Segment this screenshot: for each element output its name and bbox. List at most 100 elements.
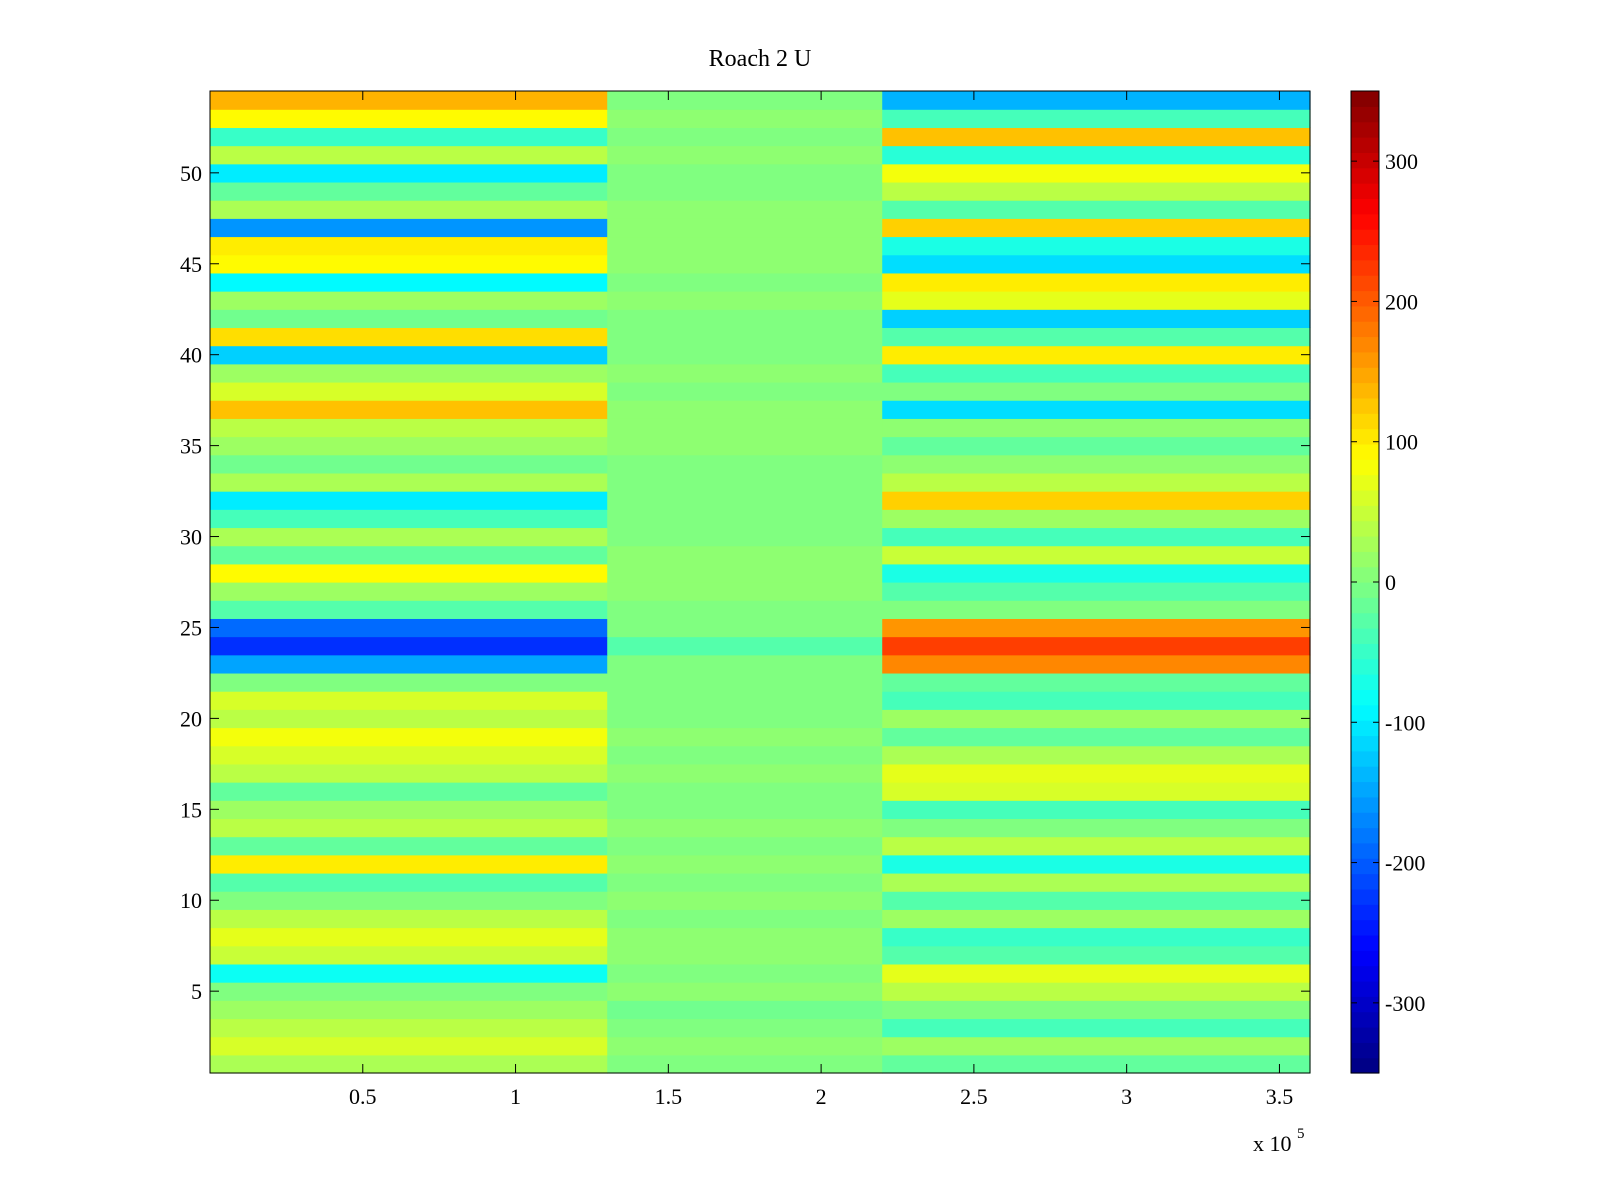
heatmap-cell bbox=[607, 1054, 883, 1074]
heatmap-cell bbox=[882, 545, 1311, 565]
heatmap-cell bbox=[882, 982, 1311, 1001]
heatmap-cell bbox=[607, 327, 883, 347]
heatmap-cell bbox=[210, 909, 608, 929]
heatmap-cell bbox=[210, 891, 608, 910]
heatmap-cell bbox=[882, 491, 1311, 510]
heatmap-cell bbox=[607, 691, 883, 710]
y-tick-label: 5 bbox=[191, 979, 202, 1004]
y-tick-label: 50 bbox=[180, 161, 202, 186]
heatmap-cell bbox=[210, 1036, 608, 1056]
heatmap-cell bbox=[882, 745, 1311, 765]
colorbar-swatch bbox=[1351, 198, 1379, 215]
colorbar-swatch bbox=[1351, 597, 1379, 614]
heatmap-cell bbox=[210, 327, 608, 347]
colorbar-swatch bbox=[1351, 1026, 1379, 1043]
heatmap-cell bbox=[210, 927, 608, 947]
colorbar-swatch bbox=[1351, 766, 1379, 783]
y-tick-label: 10 bbox=[180, 888, 202, 913]
heatmap-cell bbox=[210, 236, 608, 256]
colorbar-swatch bbox=[1351, 275, 1379, 292]
x-tick-label: 3.5 bbox=[1266, 1084, 1294, 1109]
x-multiplier-exponent: 5 bbox=[1297, 1126, 1305, 1142]
colorbar-swatch bbox=[1351, 996, 1379, 1013]
colorbar-swatch bbox=[1351, 812, 1379, 829]
heatmap-cell bbox=[882, 509, 1311, 529]
heatmap-cell bbox=[210, 709, 608, 729]
colorbar-swatch bbox=[1351, 781, 1379, 798]
heatmap-cell bbox=[882, 109, 1311, 128]
heatmap-cell bbox=[607, 963, 883, 983]
heatmap-cell bbox=[882, 836, 1311, 856]
colorbar-tick-label: 100 bbox=[1385, 430, 1418, 455]
heatmap-cell bbox=[210, 727, 608, 747]
heatmap-cells bbox=[210, 91, 1311, 1074]
colorbar-swatch bbox=[1351, 888, 1379, 905]
heatmap-cell bbox=[607, 472, 883, 492]
heatmap-cell bbox=[210, 527, 608, 547]
heatmap-cell bbox=[882, 727, 1311, 747]
colorbar-swatch bbox=[1351, 474, 1379, 491]
colorbar-swatch bbox=[1351, 643, 1379, 660]
heatmap-cell bbox=[882, 127, 1311, 147]
heatmap-cell bbox=[882, 582, 1311, 601]
heatmap-cell bbox=[882, 782, 1311, 801]
colorbar-swatch bbox=[1351, 305, 1379, 322]
heatmap-cell bbox=[607, 509, 883, 529]
heatmap-cell bbox=[882, 654, 1311, 674]
colorbar-swatch bbox=[1351, 535, 1379, 552]
colorbar-swatch bbox=[1351, 827, 1379, 844]
heatmap-cell bbox=[607, 1000, 883, 1020]
heatmap-cell bbox=[607, 545, 883, 565]
heatmap-cell bbox=[882, 400, 1311, 419]
heatmap-cell bbox=[882, 163, 1311, 183]
heatmap-cell bbox=[210, 1054, 608, 1074]
heatmap-cell bbox=[210, 145, 608, 165]
heatmap-cell bbox=[607, 563, 883, 583]
heatmap-cell bbox=[607, 800, 883, 820]
heatmap-cell bbox=[882, 472, 1311, 492]
heatmap-cell bbox=[882, 691, 1311, 710]
colorbar-axis: 300 200 100 0 -100 -200 -300 bbox=[1351, 149, 1425, 1016]
heatmap-cell bbox=[882, 763, 1311, 783]
colorbar-swatch bbox=[1351, 750, 1379, 767]
heatmap-cell bbox=[210, 472, 608, 492]
heatmap-cell bbox=[210, 272, 608, 292]
colorbar-swatch bbox=[1351, 704, 1379, 721]
colorbar-swatch bbox=[1351, 1011, 1379, 1028]
colorbar-swatch bbox=[1351, 689, 1379, 706]
colorbar-tick-label: -200 bbox=[1385, 851, 1425, 876]
colorbar-swatch bbox=[1351, 980, 1379, 997]
heatmap-cell bbox=[882, 363, 1311, 383]
heatmap-cell bbox=[882, 291, 1311, 310]
heatmap-cell bbox=[210, 1000, 608, 1020]
colorbar-swatch bbox=[1351, 551, 1379, 568]
x-tick-label: 1.5 bbox=[655, 1084, 683, 1109]
heatmap-cell bbox=[607, 145, 883, 165]
heatmap-cell bbox=[210, 363, 608, 383]
heatmap-cell bbox=[882, 454, 1311, 474]
plot-frame bbox=[209, 90, 1311, 1074]
heatmap-cell bbox=[210, 854, 608, 874]
colorbar-swatch bbox=[1351, 443, 1379, 460]
heatmap-cell bbox=[607, 236, 883, 256]
heatmap-cell bbox=[607, 782, 883, 801]
x-tick-label: 2 bbox=[816, 1084, 827, 1109]
heatmap-cell bbox=[210, 181, 608, 201]
y-tick-label: 25 bbox=[180, 615, 202, 640]
heatmap-cell bbox=[210, 582, 608, 601]
heatmap-cell bbox=[607, 745, 883, 765]
heatmap-cell bbox=[607, 982, 883, 1001]
colorbar-swatch bbox=[1351, 397, 1379, 414]
colorbar-tick-label: -300 bbox=[1385, 991, 1425, 1016]
x-axis: 0.5 1 1.5 2 2.5 3 3.5 bbox=[349, 91, 1293, 1109]
colorbar-swatch bbox=[1351, 167, 1379, 184]
heatmap-cell bbox=[210, 345, 608, 365]
colorbar-swatch bbox=[1351, 229, 1379, 246]
colorbar-swatch bbox=[1351, 121, 1379, 138]
heatmap-cell bbox=[882, 418, 1311, 438]
heatmap-cell bbox=[607, 436, 883, 456]
heatmap-cell bbox=[210, 254, 608, 274]
heatmap-cell bbox=[210, 763, 608, 783]
heatmap-cell bbox=[210, 454, 608, 474]
